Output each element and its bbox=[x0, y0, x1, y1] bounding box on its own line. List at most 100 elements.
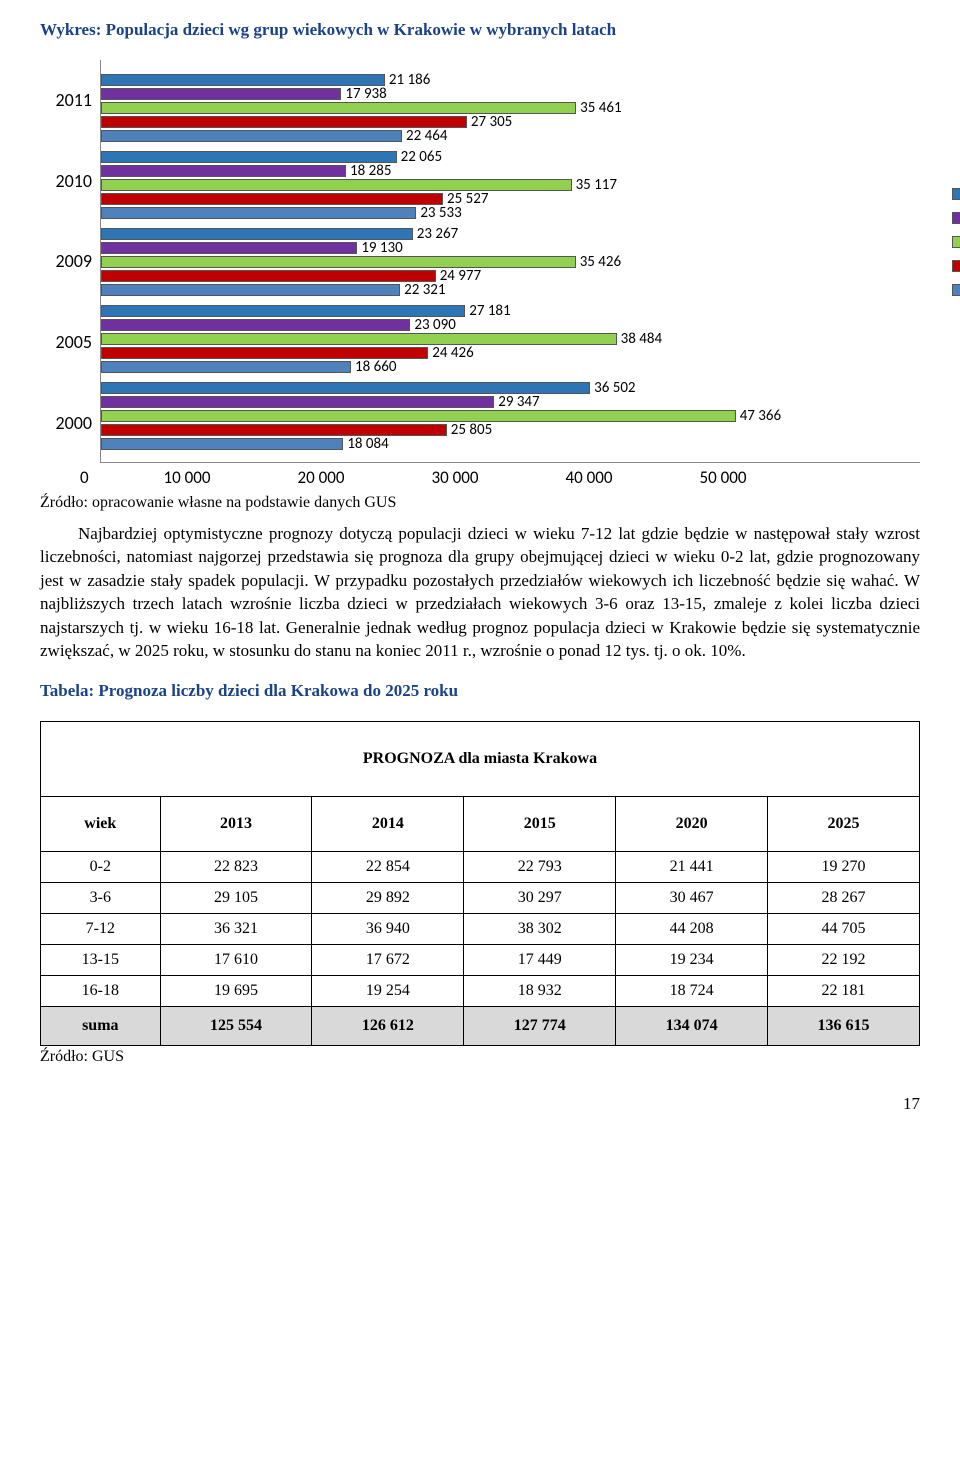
chart-bar-row: 27 305 bbox=[101, 115, 920, 129]
chart-bar-value-label: 27 305 bbox=[471, 113, 512, 131]
chart-year-label: 2011 bbox=[40, 89, 92, 111]
chart-x-tick: 10 000 bbox=[120, 467, 254, 488]
chart-source: Źródło: opracowanie własne na podstawie … bbox=[40, 494, 920, 512]
chart-bar-row: 35 426 bbox=[101, 255, 920, 269]
chart-bar-value-label: 36 502 bbox=[594, 379, 635, 397]
chart-container: 20112010200920052000 21 18617 93835 4612… bbox=[40, 60, 920, 463]
chart-bar bbox=[101, 319, 410, 331]
table-cell: 44 705 bbox=[768, 913, 920, 944]
chart-year-label: 2000 bbox=[40, 412, 92, 434]
chart-bar-row: 23 267 bbox=[101, 227, 920, 241]
table-row: 16-1819 69519 25418 93218 72422 181 bbox=[41, 975, 920, 1006]
table-cell: 22 181 bbox=[768, 975, 920, 1006]
chart-bar-value-label: 27 181 bbox=[469, 302, 510, 320]
chart-bar-row: 22 321 bbox=[101, 283, 920, 297]
body-paragraph: Najbardziej optymistyczne prognozy dotyc… bbox=[40, 522, 920, 663]
legend-item: 16-18 bbox=[952, 183, 960, 204]
chart-bar-row: 17 938 bbox=[101, 87, 920, 101]
chart-bar bbox=[101, 179, 572, 191]
legend-swatch bbox=[952, 236, 960, 248]
table-sum-cell: suma bbox=[41, 1006, 161, 1045]
chart-year-group: 23 26719 13035 42624 97722 321 bbox=[101, 227, 920, 297]
chart-bar-value-label: 19 130 bbox=[361, 239, 402, 257]
table-col-header: 2013 bbox=[160, 796, 312, 851]
chart-bar-value-label: 35 426 bbox=[580, 253, 621, 271]
table-cell: 17 449 bbox=[464, 944, 616, 975]
table-cell: 22 823 bbox=[160, 851, 312, 882]
legend-swatch bbox=[952, 260, 960, 272]
table-cell: 19 254 bbox=[312, 975, 464, 1006]
table-cell: 16-18 bbox=[41, 975, 161, 1006]
table-cell: 17 610 bbox=[160, 944, 312, 975]
chart-bar-value-label: 18 084 bbox=[347, 435, 388, 453]
table-row: 3-629 10529 89230 29730 46728 267 bbox=[41, 882, 920, 913]
chart-bar-value-label: 47 366 bbox=[740, 407, 781, 425]
chart-bar bbox=[101, 88, 341, 100]
table-cell: 19 234 bbox=[616, 944, 768, 975]
table-title: Tabela: Prognoza liczby dzieci dla Krako… bbox=[40, 681, 920, 701]
chart-bar bbox=[101, 74, 385, 86]
chart-bar-row: 25 805 bbox=[101, 423, 920, 437]
chart-bar-row: 18 660 bbox=[101, 360, 920, 374]
chart-bar-row: 18 084 bbox=[101, 437, 920, 451]
chart-year-group: 22 06518 28535 11725 52723 533 bbox=[101, 150, 920, 220]
table-sum-cell: 125 554 bbox=[160, 1006, 312, 1045]
chart-bar-row: 19 130 bbox=[101, 241, 920, 255]
table-cell: 22 854 bbox=[312, 851, 464, 882]
chart-bar-row: 23 533 bbox=[101, 206, 920, 220]
chart-bar bbox=[101, 305, 465, 317]
chart-bar bbox=[101, 333, 617, 345]
table-body: 0-222 82322 85422 79321 44119 2703-629 1… bbox=[41, 851, 920, 1006]
legend-item: 0-2 bbox=[952, 279, 960, 300]
chart-bar bbox=[101, 361, 351, 373]
chart-year-group: 21 18617 93835 461 27 30522 464 bbox=[101, 73, 920, 143]
table-cell: 18 932 bbox=[464, 975, 616, 1006]
table-cell: 36 940 bbox=[312, 913, 464, 944]
table-sum-cell: 134 074 bbox=[616, 1006, 768, 1045]
legend-swatch bbox=[952, 188, 960, 200]
table-col-header: 2020 bbox=[616, 796, 768, 851]
chart-x-tick: 0 bbox=[80, 467, 120, 488]
chart-bar-value-label: 21 186 bbox=[389, 71, 430, 89]
chart-bar-value-label: 23 533 bbox=[420, 204, 461, 222]
chart-x-tick: 50 000 bbox=[656, 467, 790, 488]
chart-bar-row: 24 426 bbox=[101, 346, 920, 360]
chart-bar-value-label: 29 347 bbox=[498, 393, 539, 411]
chart-bar-value-label: 38 484 bbox=[621, 330, 662, 348]
table-col-header: wiek bbox=[41, 796, 161, 851]
table-sum-row: suma125 554126 612127 774134 074136 615 bbox=[41, 1006, 920, 1045]
chart-year-label: 2009 bbox=[40, 250, 92, 272]
chart-x-axis: 010 00020 00030 00040 00050 000 bbox=[100, 467, 920, 488]
table-row: 7-1236 32136 94038 30244 20844 705 bbox=[41, 913, 920, 944]
chart-bar-row: 38 484 bbox=[101, 332, 920, 346]
table-cell: 22 192 bbox=[768, 944, 920, 975]
chart-year-label: 2010 bbox=[40, 170, 92, 192]
chart-bar-value-label: 18 660 bbox=[355, 358, 396, 376]
chart-year-label: 2005 bbox=[40, 331, 92, 353]
chart-bar bbox=[101, 130, 402, 142]
chart-bar bbox=[101, 438, 343, 450]
chart-year-group: 27 18123 09038 48424 42618 660 bbox=[101, 304, 920, 374]
table-row: 0-222 82322 85422 79321 44119 270 bbox=[41, 851, 920, 882]
table-cell: 18 724 bbox=[616, 975, 768, 1006]
forecast-table: PROGNOZA dla miasta Krakowa wiek20132014… bbox=[40, 721, 920, 1046]
chart-bar-value-label: 35 461 bbox=[580, 99, 621, 117]
chart-bar bbox=[101, 207, 416, 219]
table-sum-cell: 126 612 bbox=[312, 1006, 464, 1045]
legend-item: 7-12 bbox=[952, 231, 960, 252]
table-cell: 22 793 bbox=[464, 851, 616, 882]
table-cell: 36 321 bbox=[160, 913, 312, 944]
table-cell: 3-6 bbox=[41, 882, 161, 913]
table-cell: 0-2 bbox=[41, 851, 161, 882]
chart-x-tick: 30 000 bbox=[388, 467, 522, 488]
chart-bar-row: 47 366 bbox=[101, 409, 920, 423]
chart-bar-row: 35 117 bbox=[101, 178, 920, 192]
chart-year-group: 36 502 29 347 47 36625 80518 084 bbox=[101, 381, 920, 451]
chart-bar-row: 18 285 bbox=[101, 164, 920, 178]
chart-bar-value-label: 18 285 bbox=[350, 162, 391, 180]
chart-bar-row: 22 464 bbox=[101, 129, 920, 143]
legend-item: 3-6 bbox=[952, 255, 960, 276]
chart-bar-value-label: 23 267 bbox=[417, 225, 458, 243]
chart-bar bbox=[101, 396, 494, 408]
chart-bar bbox=[101, 270, 436, 282]
